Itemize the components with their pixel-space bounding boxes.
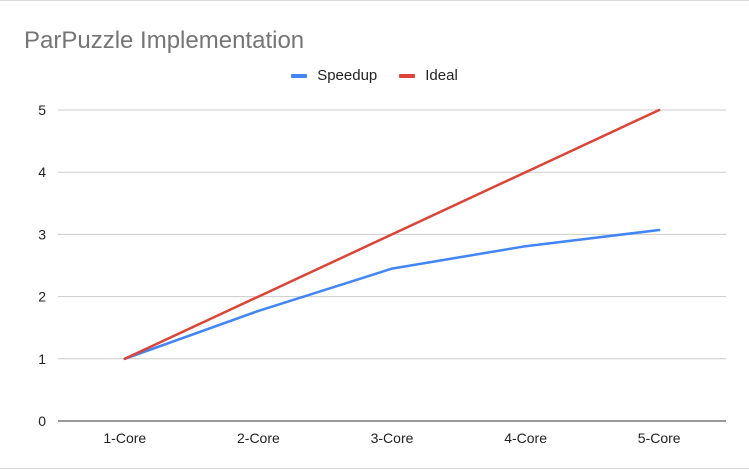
- y-tick-label: 0: [38, 413, 46, 429]
- x-tick-label: 4-Core: [504, 430, 547, 446]
- y-tick-label: 4: [38, 164, 46, 180]
- x-tick-label: 3-Core: [371, 430, 414, 446]
- y-tick-label: 1: [38, 351, 46, 367]
- gridlines: [58, 110, 726, 421]
- x-tick-label: 2-Core: [237, 430, 280, 446]
- series-line-speedup: [125, 230, 659, 359]
- x-tick-label: 5-Core: [638, 430, 681, 446]
- y-tick-label: 5: [38, 102, 46, 118]
- x-axis-labels: 1-Core 2-Core 3-Core 4-Core 5-Core: [103, 430, 680, 446]
- x-tick-label: 1-Core: [103, 430, 146, 446]
- y-tick-label: 3: [38, 226, 46, 242]
- y-axis-labels: 0 1 2 3 4 5: [38, 102, 46, 429]
- y-tick-label: 2: [38, 289, 46, 305]
